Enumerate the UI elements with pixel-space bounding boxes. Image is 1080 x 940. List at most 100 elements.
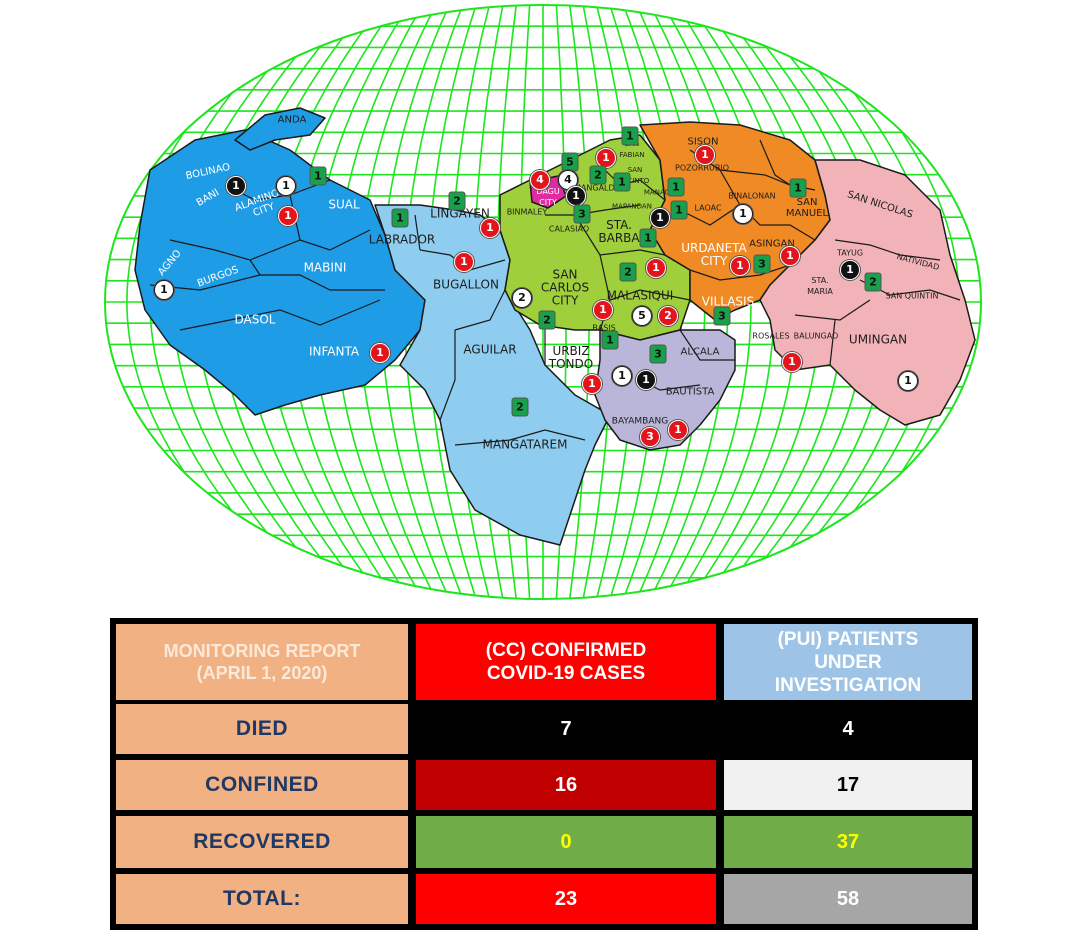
- town-san-jacinto: SAN JACINTO: [620, 166, 650, 185]
- map-graphic: [104, 4, 982, 600]
- marker-green: 2: [539, 311, 555, 329]
- marker-red: 2: [658, 306, 678, 326]
- marker-black: 1: [650, 208, 670, 228]
- marker-green: 1: [310, 167, 326, 185]
- marker-green: 5: [562, 153, 578, 171]
- town-san-manuel: SAN MANUEL: [785, 197, 829, 219]
- marker-green: 2: [620, 263, 636, 281]
- pangasinan-map: BOLINAO ANDA BANI ALAMINOS CITY SUAL AGN…: [104, 4, 982, 600]
- marker-white: 5: [632, 306, 652, 326]
- town-manaoag: MANAOAG: [643, 188, 681, 197]
- marker-green: 1: [614, 173, 630, 191]
- marker-red: 1: [730, 256, 750, 276]
- town-dagupan: DAGU CITY: [536, 187, 560, 207]
- marker-red: 1: [480, 218, 500, 238]
- recovered-cc-value: 0: [416, 816, 716, 868]
- marker-red: 1: [370, 343, 390, 363]
- town-bayambang: BAYAMBANG: [611, 416, 669, 427]
- marker-black: 1: [840, 260, 860, 280]
- town-balungao: BALUNGAO: [793, 331, 839, 341]
- marker-green: 1: [622, 127, 638, 145]
- town-sta-maria: STA. MARIA: [807, 276, 833, 296]
- pui-header: (PUI) PATIENTS UNDER INVESTIGATION: [724, 624, 972, 700]
- region-west: [134, 129, 426, 416]
- marker-green: 3: [574, 205, 590, 223]
- town-lingayen: LINGAYEN: [430, 206, 490, 221]
- confined-cc-value: 16: [416, 760, 716, 810]
- marker-red: 1: [668, 420, 688, 440]
- marker-green: 1: [602, 331, 618, 349]
- town-aguilar: AGUILAR: [463, 342, 517, 357]
- town-asingan: ASINGAN: [749, 238, 795, 250]
- town-mabini: MABINI: [303, 260, 347, 275]
- town-binmaley: BINMALEY: [506, 207, 548, 217]
- row-label-total: TOTAL:: [116, 874, 408, 924]
- marker-black: 1: [226, 176, 246, 196]
- town-basista: BASIS: [592, 323, 616, 333]
- region-anda-island: [234, 107, 326, 151]
- row-label-died: DIED: [116, 704, 408, 754]
- town-san-quintin: SAN QUINTIN: [885, 291, 939, 301]
- marker-green: 2: [590, 166, 606, 184]
- town-malasiqui: MALASIQUI: [606, 288, 674, 303]
- town-villasis: VILLASIS: [701, 294, 755, 309]
- marker-green: 3: [650, 345, 666, 363]
- marker-red: 1: [780, 246, 800, 266]
- marker-red: 1: [695, 145, 715, 165]
- marker-white: 1: [276, 176, 296, 196]
- town-mangatarem: MANGATAREM: [482, 437, 568, 452]
- marker-red: 1: [454, 252, 474, 272]
- marker-green: 3: [754, 255, 770, 273]
- town-sta-barbara: STA. BARBA: [598, 218, 640, 245]
- marker-red: 1: [596, 148, 616, 168]
- town-sison: SISON: [687, 136, 719, 148]
- town-calasiao: CALASIAO: [548, 224, 590, 234]
- marker-red: 1: [582, 374, 602, 394]
- town-bugallon: BUGALLON: [433, 277, 499, 292]
- cc-header: (CC) CONFIRMED COVID-19 CASES: [416, 624, 716, 700]
- marker-white: 1: [733, 204, 753, 224]
- town-rosales: ROSALES: [752, 331, 790, 341]
- marker-white: 1: [612, 366, 632, 386]
- town-sual: SUAL: [328, 197, 360, 212]
- marker-green: 3: [714, 307, 730, 325]
- marker-green: 1: [668, 178, 684, 196]
- marker-red: 3: [640, 427, 660, 447]
- marker-black: 1: [566, 186, 586, 206]
- marker-white: 1: [898, 371, 918, 391]
- recovered-pui-value: 37: [724, 816, 972, 868]
- town-infanta: INFANTA: [308, 344, 360, 359]
- monitoring-report-table: MONITORING REPORT (APRIL 1, 2020) (CC) C…: [110, 618, 978, 930]
- town-urdaneta: URDANETA CITY: [681, 241, 747, 268]
- marker-red: 1: [782, 352, 802, 372]
- town-laoac: LAOAC: [694, 203, 722, 213]
- town-urbiztondo: URBIZ TONDO: [548, 344, 594, 371]
- town-umingan: UMINGAN: [848, 332, 908, 347]
- died-cc-value: 7: [416, 704, 716, 754]
- town-pozorrubio: POZORRUBIO: [674, 163, 730, 173]
- town-binalonan: BINALONAN: [728, 191, 776, 201]
- town-labrador: LABRADOR: [368, 232, 436, 247]
- total-cc-value: 23: [416, 874, 716, 924]
- marker-green: 2: [512, 398, 528, 416]
- row-label-recovered: RECOVERED: [116, 816, 408, 868]
- province-regions: [134, 107, 976, 546]
- row-label-confined: CONFINED: [116, 760, 408, 810]
- marker-green: 1: [790, 179, 806, 197]
- marker-green: 2: [865, 273, 881, 291]
- marker-black: 1: [636, 370, 656, 390]
- town-alcala: ALCALA: [680, 346, 720, 358]
- marker-red: 1: [646, 258, 666, 278]
- town-san-carlos: SAN CARLOS CITY: [540, 267, 590, 308]
- marker-green: 1: [640, 229, 656, 247]
- town-anda: ANDA: [277, 114, 307, 126]
- town-bautista: BAUTISTA: [665, 386, 715, 398]
- report-title: MONITORING REPORT (APRIL 1, 2020): [116, 624, 408, 700]
- marker-green: 1: [392, 209, 408, 227]
- town-dasol: DASOL: [234, 312, 276, 327]
- marker-red: 1: [278, 206, 298, 226]
- town-tayug: TAYUG: [836, 248, 864, 258]
- marker-green: 1: [671, 201, 687, 219]
- marker-white: 2: [512, 288, 532, 308]
- died-pui-value: 4: [724, 704, 972, 754]
